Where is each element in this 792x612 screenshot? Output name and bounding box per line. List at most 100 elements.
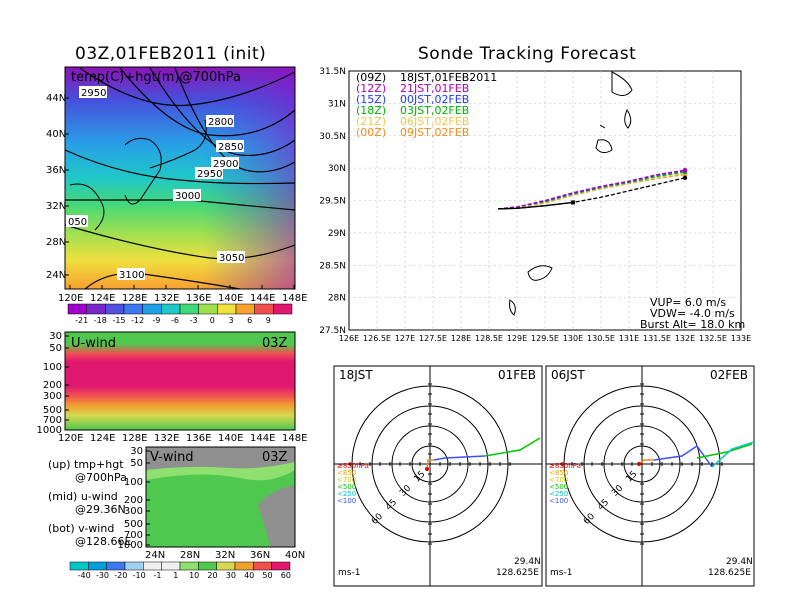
vwind-colorbar-label: 60 bbox=[281, 571, 291, 580]
temp-colorbar-label: -3 bbox=[190, 316, 198, 325]
track-legend-text: 03JST,02FEB bbox=[400, 104, 469, 117]
hodo-surface-point bbox=[637, 462, 641, 466]
uwind-y-label: 50 bbox=[49, 343, 62, 354]
vwind-gray-right bbox=[258, 485, 295, 547]
uwind-x-label: 140E bbox=[218, 433, 243, 444]
track-lon-label: 130E bbox=[563, 334, 583, 343]
contour-label: 2900 bbox=[213, 159, 238, 170]
map-lat-axis: 44N 40N 36N 32N 28N 24N bbox=[46, 93, 69, 281]
hodo-level-label: <500 bbox=[549, 483, 568, 491]
hodo-lon: 128.625E bbox=[708, 568, 751, 578]
hodo-lon: 128.625E bbox=[496, 568, 539, 578]
vwind-x-label: 28N bbox=[180, 550, 200, 561]
vwind-y-label: 30 bbox=[130, 446, 143, 457]
vwind-gray-top bbox=[146, 447, 295, 470]
track-islands bbox=[509, 71, 633, 316]
track-lon-label: 128.5E bbox=[475, 334, 503, 343]
vwind-colorbar-cell bbox=[88, 561, 107, 571]
hodo-trace-low bbox=[638, 459, 654, 465]
map-lat-label: 24N bbox=[46, 270, 66, 281]
temp-colorbar-cell bbox=[254, 303, 274, 315]
temp-colorbar-cell bbox=[86, 303, 106, 315]
burst-text: Burst Alt= 18.0 km bbox=[640, 318, 745, 331]
track-marker bbox=[571, 200, 575, 205]
temperature-map: temp(C)+hgt(m)@700hPa 2950 2800 2850 290… bbox=[46, 66, 307, 325]
track-legend-z: (00Z) bbox=[356, 126, 386, 139]
map-lon-axis: 120E 124E 128E 132E 136E 140E 144E 148E bbox=[58, 285, 307, 304]
uwind-x-label: 124E bbox=[90, 433, 115, 444]
hodo-level-label: <250 bbox=[549, 490, 568, 498]
map-lon-label: 132E bbox=[154, 293, 179, 304]
vwind-x-axis: 24N 28N 32N 36N 40N bbox=[145, 550, 305, 561]
vwind-x-label: 24N bbox=[145, 550, 165, 561]
vwind-colorbar-cell bbox=[143, 561, 162, 571]
track-lon-label: 126E bbox=[339, 334, 359, 343]
track-endpoint bbox=[682, 175, 688, 181]
track-lat-label: 28.5N bbox=[319, 261, 346, 271]
hodo-trace-upper bbox=[484, 437, 541, 457]
uwind-x-label: 144E bbox=[250, 433, 275, 444]
uwind-time: 03Z bbox=[262, 336, 288, 351]
hodo-level-label: <500 bbox=[337, 483, 356, 491]
contour-labels: 2950 2800 2850 2900 2950 3000 050 3050 3… bbox=[66, 86, 245, 281]
track-lat-label: 30.5N bbox=[319, 132, 346, 142]
track-lon-label: 133E bbox=[731, 334, 751, 343]
temp-colorbar-label: 0 bbox=[210, 316, 215, 325]
track-legend-text: 09JST,02FEB bbox=[400, 126, 469, 139]
uwind-y-label: 500 bbox=[43, 405, 62, 416]
contour-label: 2850 bbox=[218, 142, 243, 153]
track-lon-label: 129E bbox=[507, 334, 527, 343]
hodograph-right: 06JST 02FEB15304560≥850hPa<850<700<500<25… bbox=[545, 365, 755, 587]
hodo-lat: 29.4N bbox=[726, 557, 753, 567]
track-lat-label: 30N bbox=[328, 164, 346, 174]
vwind-colorbar-cell bbox=[234, 561, 254, 571]
temp-colorbar-label: -15 bbox=[112, 316, 125, 325]
hodograph-left: 18JST 01FEB15304560≥850hPa<850<700<500<25… bbox=[333, 365, 543, 587]
temp-colorbar-cell bbox=[217, 303, 237, 315]
map-field-overlay bbox=[65, 67, 295, 289]
vwind-y-label: 300 bbox=[124, 506, 143, 517]
vwind-y-label: 50 bbox=[130, 458, 143, 469]
track-line-initial bbox=[497, 201, 574, 210]
vwind-colorbar-cell bbox=[216, 561, 236, 571]
track-lat-label: 31N bbox=[328, 99, 346, 109]
vwind-colorbar-cell bbox=[106, 561, 126, 571]
track-lat-label: 31.5N bbox=[319, 67, 346, 77]
temp-colorbar-cell bbox=[67, 303, 87, 315]
hodo-units: ms-1 bbox=[550, 568, 572, 578]
vwind-colorbar-cell bbox=[271, 561, 291, 571]
track-legend-text: 00JST,02FEB bbox=[400, 93, 469, 106]
vwind-colorbar-label: -30 bbox=[96, 571, 109, 580]
temp-colorbar-label: -9 bbox=[152, 316, 160, 325]
uwind-label: U-wind bbox=[71, 336, 116, 351]
temp-colorbar-label: 3 bbox=[228, 316, 233, 325]
track-lon-label: 129.5E bbox=[531, 334, 559, 343]
temp-colorbar-label: -21 bbox=[75, 316, 88, 325]
hodo-level-label: ≥850hPa bbox=[549, 462, 581, 470]
hodo-frame bbox=[333, 365, 543, 587]
hodo-trace-upper bbox=[696, 443, 753, 459]
map-lon-label: 144E bbox=[250, 293, 275, 304]
map-lon-label: 148E bbox=[282, 293, 307, 304]
contour-label: 2950 bbox=[81, 88, 106, 99]
map-lat-label: 40N bbox=[46, 129, 66, 140]
temp-colorbar-label: 9 bbox=[266, 316, 271, 325]
hodo-date: 01FEB bbox=[498, 368, 536, 382]
vwind-colorbar-label: -20 bbox=[114, 571, 127, 580]
map-lon-label: 124E bbox=[90, 293, 115, 304]
vwind-frame bbox=[145, 446, 296, 548]
vwind-colorbar-cell bbox=[69, 561, 89, 571]
map-lon-label: 140E bbox=[218, 293, 243, 304]
vwind-colorbar-label: -40 bbox=[78, 571, 91, 580]
track-legend: (09Z) 18JST,01FEB2011 (12Z) 21JST,01FEB (15Z… bbox=[356, 71, 497, 139]
panel-notes: (up) tmp+hgt @700hPa (mid) u-wind @29.36… bbox=[48, 458, 131, 548]
map-lat-label: 36N bbox=[46, 165, 66, 176]
uwind-x-label: 136E bbox=[186, 433, 211, 444]
vwind-y-label: 100 bbox=[124, 477, 143, 488]
hodo-level-label: <850 bbox=[337, 469, 356, 477]
uwind-x-axis: 120E 124E 128E 132E 136E 140E 144E 148E bbox=[58, 433, 307, 444]
note-up-line1: (up) tmp+hgt bbox=[48, 458, 124, 471]
track-line bbox=[497, 169, 686, 210]
